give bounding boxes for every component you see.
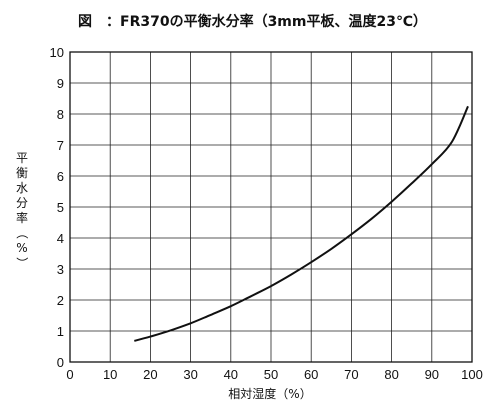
y-tick-label: 9	[57, 76, 64, 91]
y-tick-label: 1	[57, 324, 64, 339]
x-axis-label: 相対湿度（%）	[228, 386, 311, 401]
x-tick-label: 30	[183, 367, 197, 382]
x-tick-label: 90	[425, 367, 439, 382]
x-tick-label: 40	[224, 367, 238, 382]
y-axis-label-char: 水	[16, 181, 28, 195]
y-tick-label: 6	[57, 169, 64, 184]
y-tick-label: 4	[57, 231, 64, 246]
y-tick-label: 5	[57, 200, 64, 215]
y-axis-label-char: ）	[15, 257, 29, 269]
y-tick-label: 0	[57, 355, 64, 370]
x-tick-label: 20	[143, 367, 157, 382]
x-tick-label: 100	[461, 367, 483, 382]
y-tick-label: 8	[57, 107, 64, 122]
y-tick-label: 7	[57, 138, 64, 153]
series-line-moisture	[134, 105, 469, 342]
x-tick-label: 70	[344, 367, 358, 382]
y-tick-label: 2	[57, 293, 64, 308]
y-axis-label-char: 平	[16, 151, 28, 165]
x-tick-label: 80	[384, 367, 398, 382]
tick-labels: 0 10 20 30 40 50 60 70 80 90 100 0 1 2 3 4 5 6 7 8 9 10	[50, 45, 483, 382]
y-axis-label-char: 衡	[16, 166, 28, 180]
x-tick-label: 50	[264, 367, 278, 382]
chart-title: 図 ：FR370の平衡水分率（3mm平板、温度23℃）	[78, 13, 427, 30]
plot-frame	[69, 51, 473, 363]
y-axis-label-char: 率	[16, 210, 28, 225]
x-tick-label: 60	[304, 367, 318, 382]
y-tick-label: 3	[57, 262, 64, 277]
y-axis-label-char: %	[16, 241, 27, 255]
y-axis-label-char: （	[15, 227, 29, 239]
x-tick-label: 0	[66, 367, 73, 382]
y-axis-label: 平衡水分率 （% ）	[15, 151, 29, 269]
grid	[69, 51, 473, 363]
y-tick-label: 10	[50, 45, 64, 60]
x-tick-label: 10	[103, 367, 117, 382]
y-axis-label-char: 分	[16, 196, 28, 210]
